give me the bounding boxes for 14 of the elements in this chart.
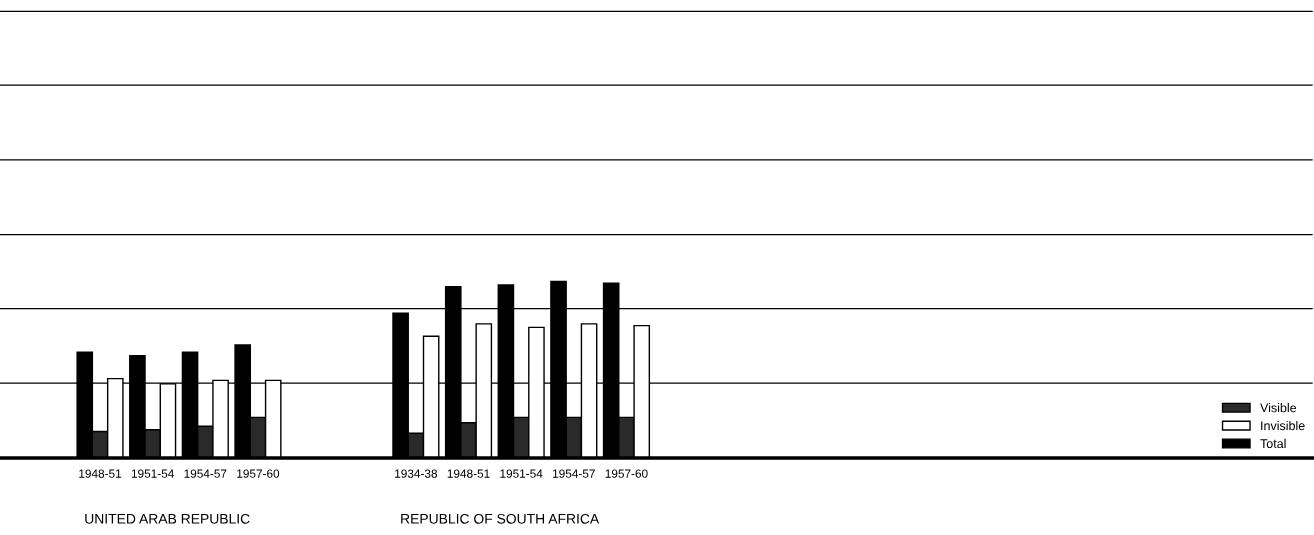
x-tick-label: 1957-60 [605, 469, 648, 478]
x-tick-label: 1951-54 [131, 469, 174, 478]
x-tick-label: 1948-51 [447, 469, 490, 478]
text: REPUBLIC OF SOUTH AFRICA [401, 513, 600, 524]
x-tick-label: 1948-51 [79, 469, 122, 478]
x-tick-label: 1957-60 [237, 469, 280, 478]
legend-label: Visible [1260, 403, 1297, 413]
text: UNITED ARAB REPUBLIC [85, 513, 250, 524]
x-tick-label: 1954-57 [553, 469, 595, 478]
x-tick-label: 1951-54 [500, 469, 543, 478]
legend-label: Invisible [1261, 420, 1305, 431]
legend-label: Total [1260, 438, 1286, 449]
x-tick-label: 1954-57 [184, 469, 227, 478]
x-tick-label: 1934-38 [395, 469, 438, 478]
